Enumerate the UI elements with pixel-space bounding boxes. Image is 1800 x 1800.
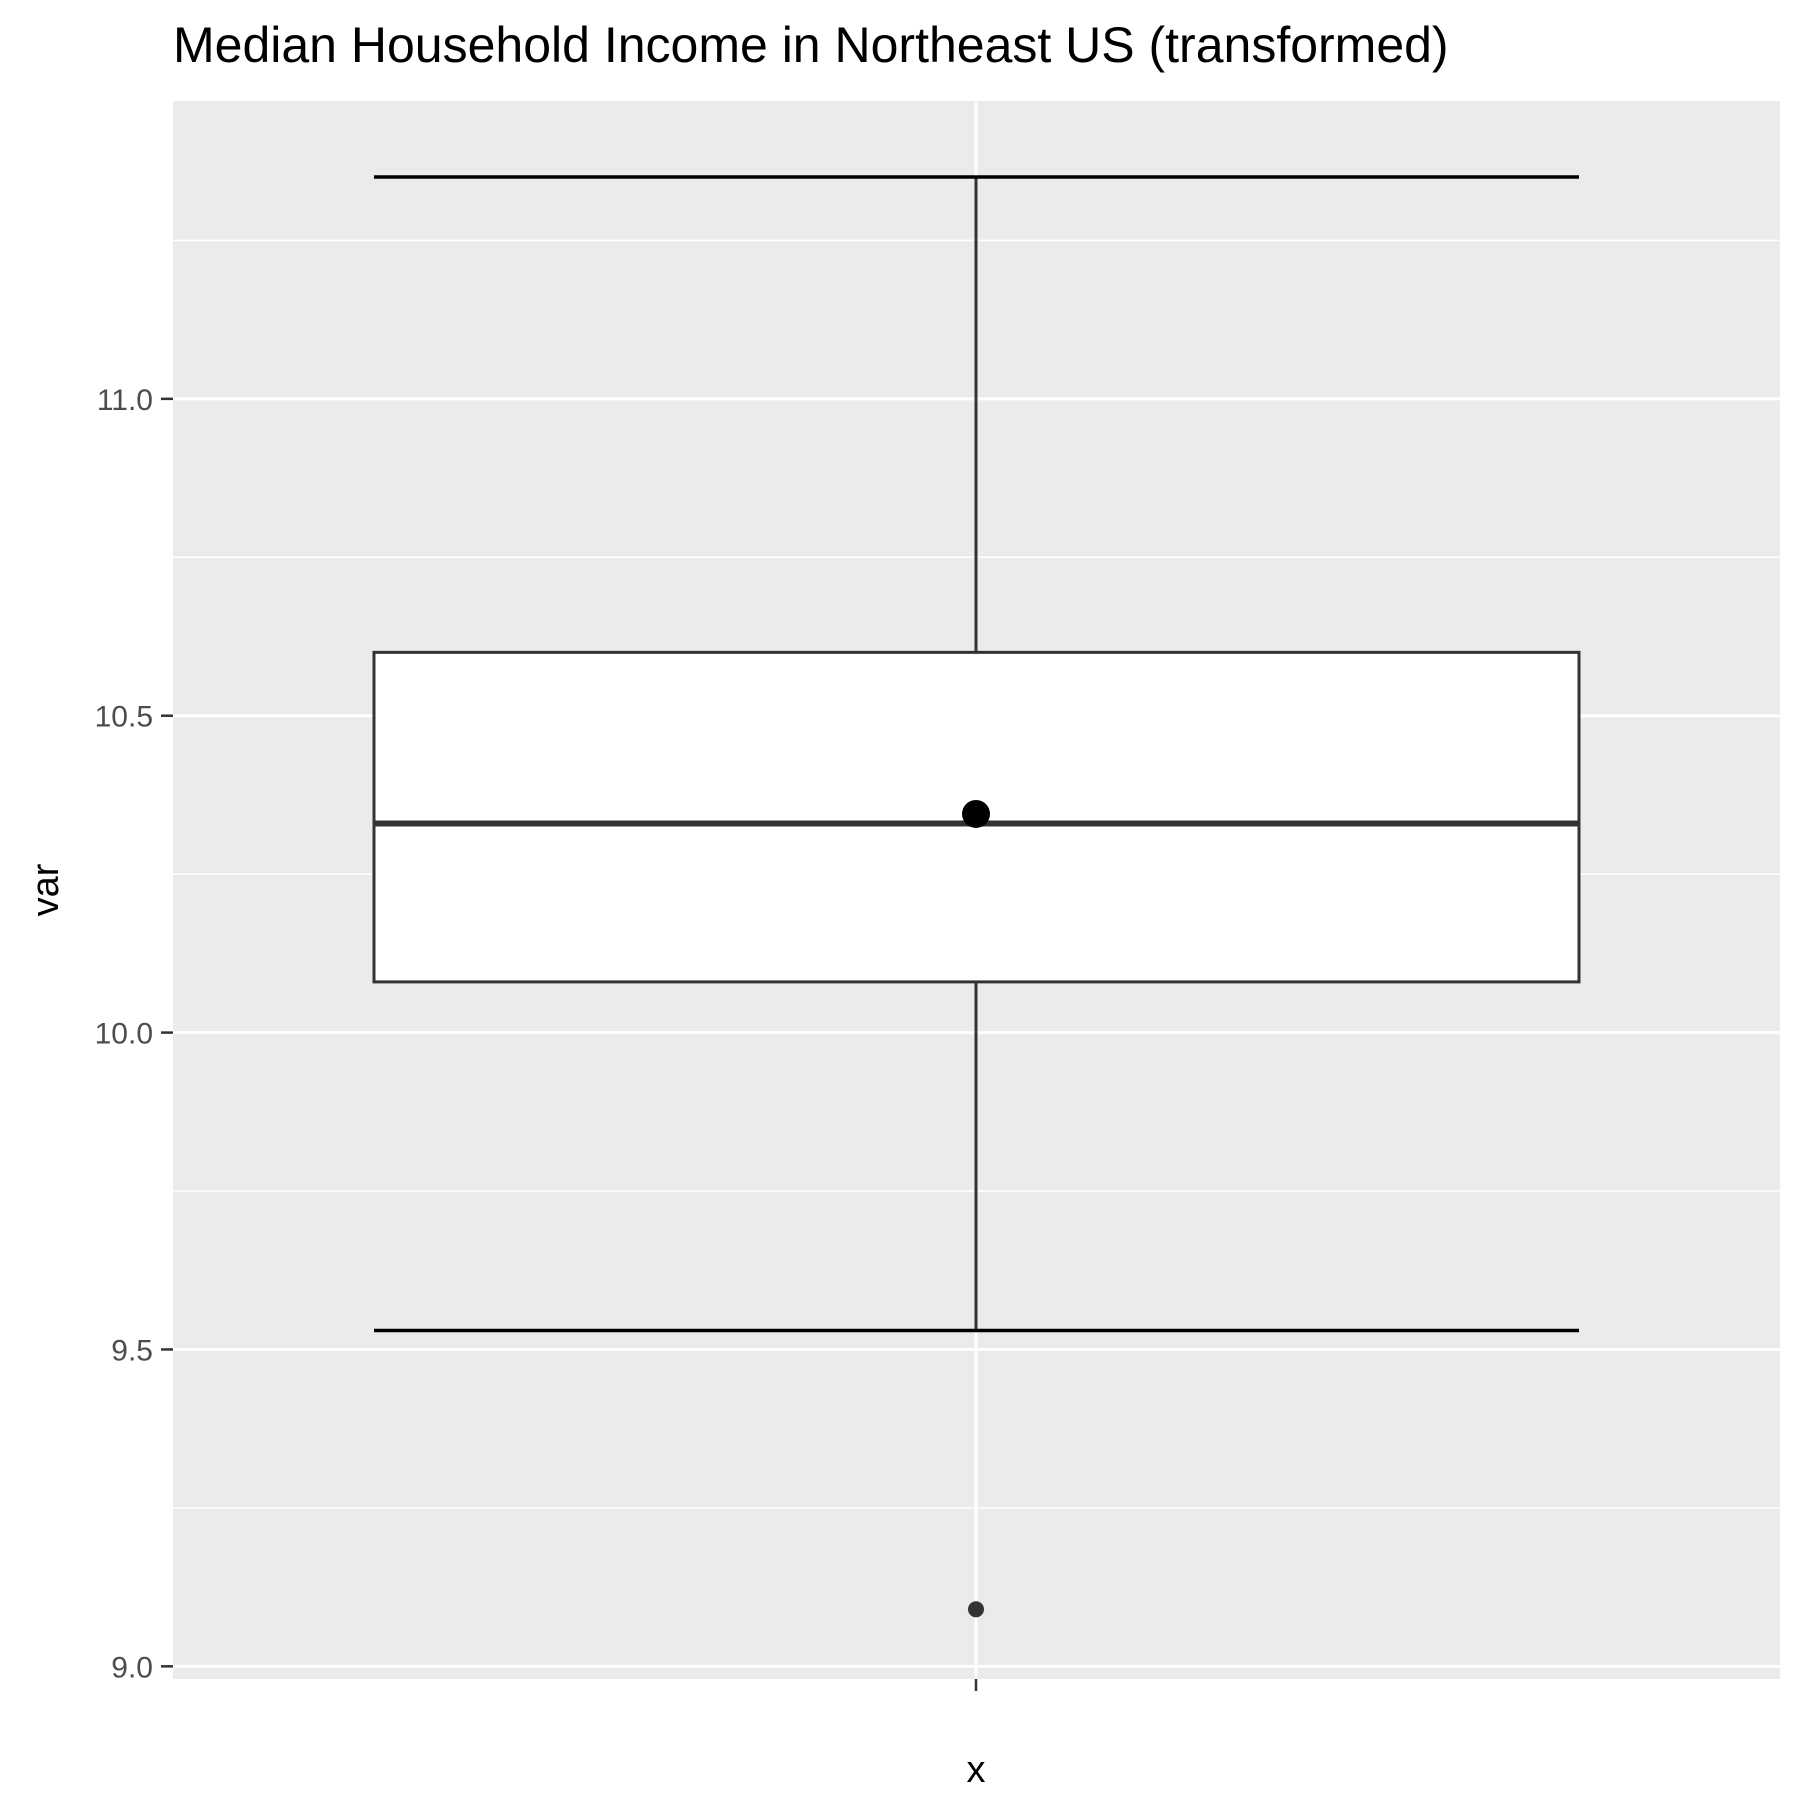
y-tick-label: 11.0	[97, 384, 153, 417]
mean-point	[962, 799, 990, 828]
outlier-point	[968, 1601, 984, 1618]
x-axis-title: x	[967, 1749, 986, 1791]
y-tick-label: 9.0	[111, 1651, 153, 1684]
y-tick-label: 10.5	[95, 701, 153, 734]
y-tick-label: 9.5	[111, 1334, 153, 1367]
box-marks	[372, 175, 1581, 1618]
chart-title: Median Household Income in Northeast US …	[173, 17, 1449, 73]
y-axis-title: var	[25, 863, 67, 916]
y-axis: 9.0 9.5 10.0 10.5 11.0	[95, 384, 173, 1684]
y-tick-label: 10.0	[95, 1018, 153, 1051]
